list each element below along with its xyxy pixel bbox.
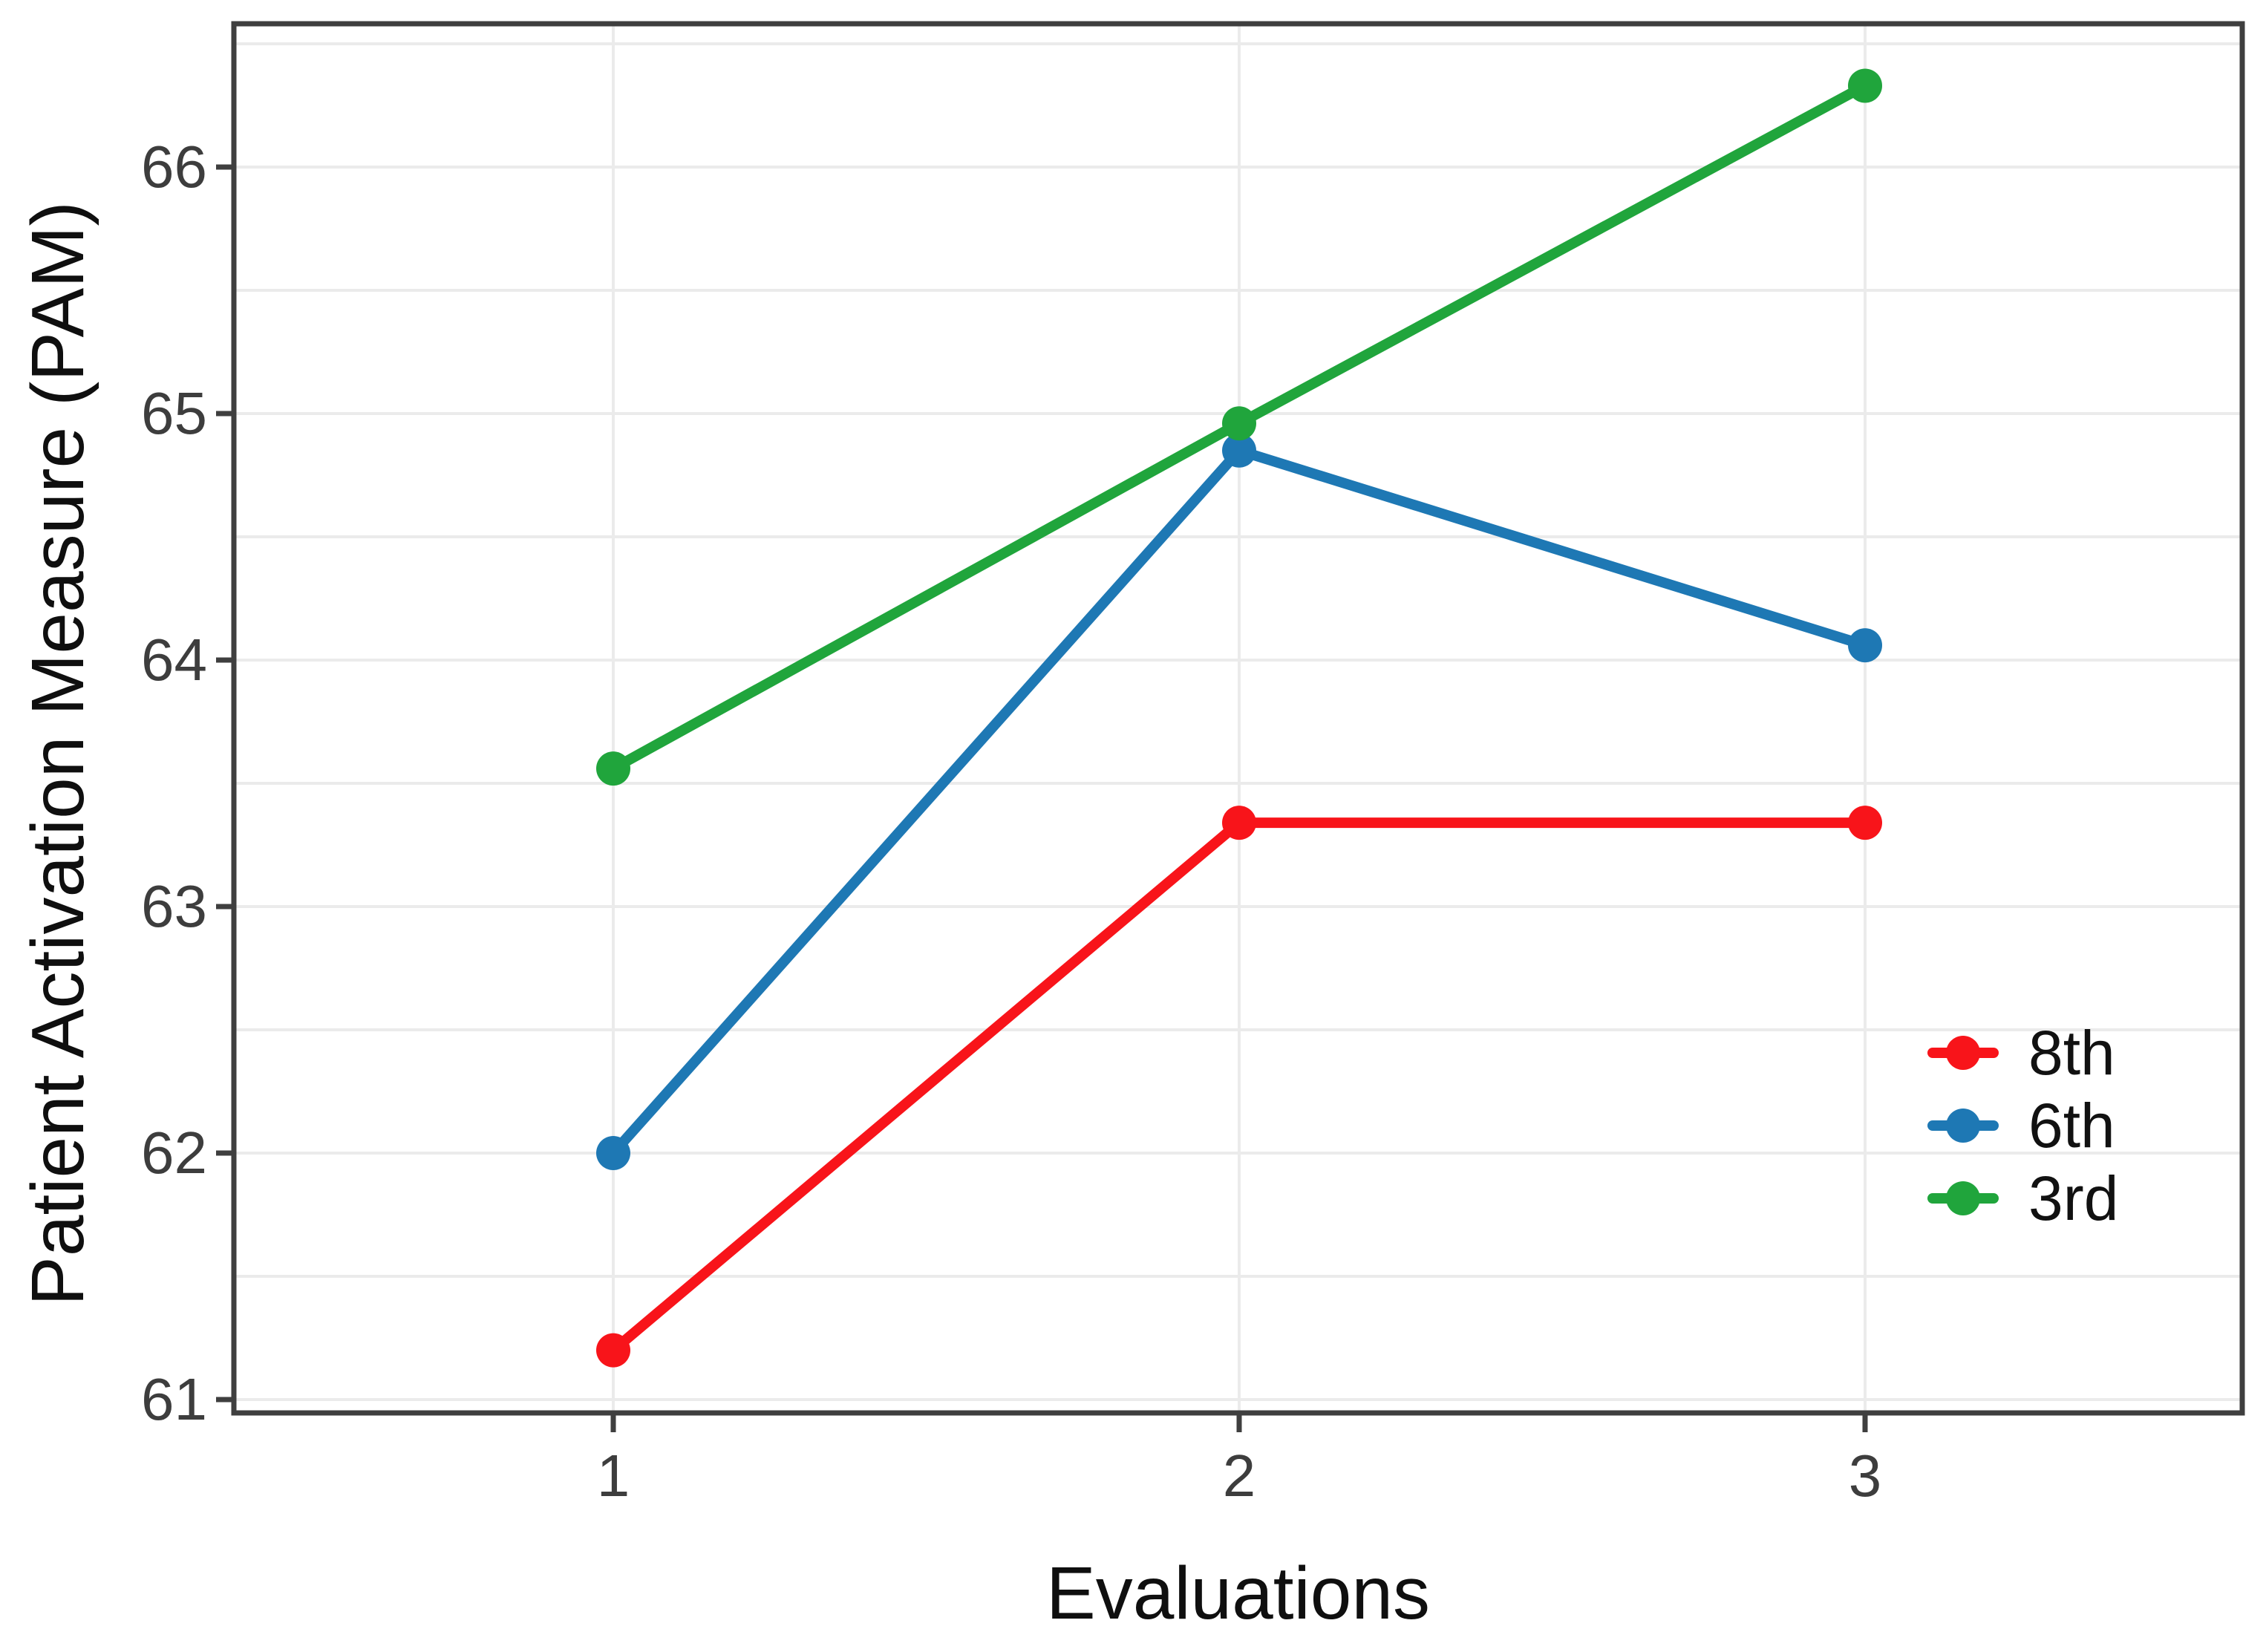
x-tick-label: 3 xyxy=(1848,1443,1882,1509)
y-tick-label: 63 xyxy=(141,873,207,939)
legend-label: 6th xyxy=(2028,1091,2115,1160)
y-tick-label: 66 xyxy=(141,134,207,200)
data-point-6th xyxy=(1848,628,1882,663)
legend-row-3rd: 3rd xyxy=(1927,1162,2118,1235)
legend-marker-icon xyxy=(1927,1180,1999,1217)
data-point-3rd xyxy=(596,751,630,786)
legend-row-8th: 8th xyxy=(1927,1016,2118,1089)
x-axis-title: Evaluations xyxy=(1046,1552,1430,1635)
data-point-6th xyxy=(596,1136,630,1170)
data-point-8th xyxy=(1222,806,1256,840)
data-point-3rd xyxy=(1222,406,1256,441)
legend-marker-icon xyxy=(1927,1107,1999,1144)
plot-frame xyxy=(231,21,2245,1416)
legend-label: 3rd xyxy=(2028,1163,2119,1233)
legend-label: 8th xyxy=(2028,1018,2115,1088)
x-tick-label: 1 xyxy=(596,1443,630,1509)
y-tick-label: 65 xyxy=(141,380,207,446)
data-point-3rd xyxy=(1848,68,1882,103)
legend: 8th 6th 3rd xyxy=(1927,1016,2118,1235)
x-tick-label: 2 xyxy=(1222,1443,1256,1509)
y-tick-label: 61 xyxy=(141,1366,207,1432)
y-axis-title: Patient Activation Measure (PAM) xyxy=(16,201,99,1306)
legend-row-6th: 6th xyxy=(1927,1089,2118,1162)
data-point-8th xyxy=(1848,806,1882,840)
data-point-8th xyxy=(596,1333,630,1368)
data-point-6th xyxy=(1222,433,1256,468)
y-tick-label: 62 xyxy=(141,1120,207,1186)
y-tick-label: 64 xyxy=(141,627,207,693)
legend-marker-icon xyxy=(1927,1034,1999,1071)
